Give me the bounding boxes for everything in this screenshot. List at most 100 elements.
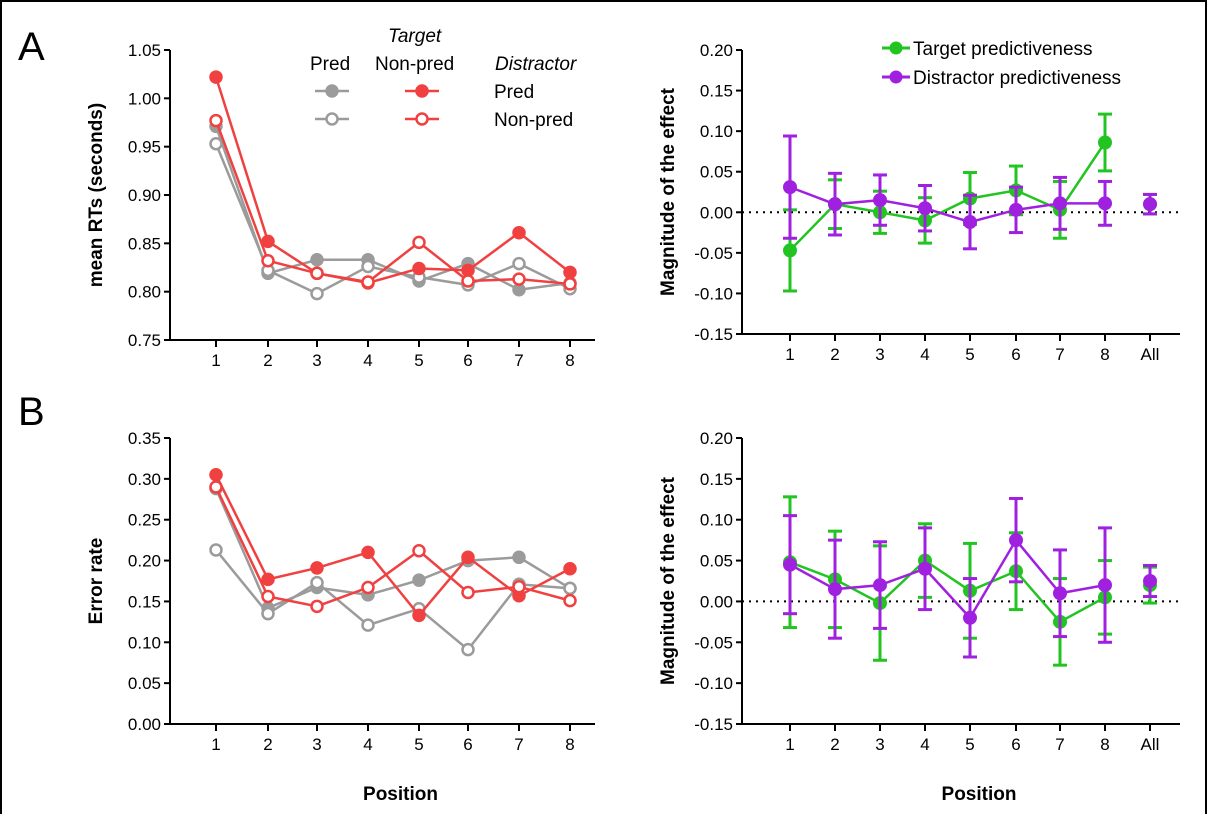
series-distractor-predictiveness — [783, 496, 1157, 659]
data-point — [361, 259, 375, 274]
legend-distractor-predictiveness: Distractor predictiveness — [913, 68, 1121, 89]
data-point — [209, 113, 223, 128]
data-point — [828, 582, 842, 597]
data-point — [783, 180, 797, 195]
y-tick-label: 0.80 — [128, 283, 161, 302]
y-tick-label: 0.15 — [128, 592, 161, 611]
y-tick-label: 0.20 — [700, 429, 733, 448]
x-tick-label: 2 — [263, 735, 272, 754]
y-tick-label: -0.05 — [694, 633, 733, 652]
x-tick-label: 7 — [1055, 345, 1064, 364]
x-tick-label: 1 — [785, 345, 794, 364]
chart-A-left: 0.75 0.80 0.85 0.90 0.95 1.00 1.05 1 2 3 4 5 6 7 8 mean… — [86, 41, 595, 370]
x-tick-label: 6 — [463, 735, 472, 754]
x-tick-label: 4 — [920, 345, 929, 364]
y-tick-label: 0.05 — [128, 674, 161, 693]
data-point — [310, 266, 324, 281]
x-tick-label: 1 — [785, 735, 794, 754]
data-point — [1009, 202, 1023, 217]
y-tick-label: 0.85 — [128, 234, 161, 253]
data-point — [261, 253, 275, 268]
x-tick-label: 4 — [363, 351, 372, 370]
chart-B-right: -0.15 -0.10 -0.05 0.00 0.05 0.10 0.15 0.20 1 2 3 4 5… — [658, 429, 1180, 805]
data-point — [873, 578, 887, 593]
y-tick-label: 0.20 — [128, 552, 161, 571]
data-point — [512, 282, 526, 297]
data-point — [512, 225, 526, 240]
data-point — [412, 261, 426, 276]
series-target-pred-distractor-nonpred — [209, 543, 577, 657]
data-point — [209, 70, 223, 84]
y-axis-label: Magnitude of the effect — [658, 476, 679, 685]
data-point — [310, 253, 324, 267]
x-tick-label: 7 — [514, 735, 523, 754]
series-target-nonpred-distractor-nonpred — [209, 113, 577, 291]
x-tick-label: 1 — [211, 735, 220, 754]
data-point — [412, 544, 426, 558]
legend-pred-pred — [315, 84, 349, 98]
data-point — [512, 272, 526, 286]
x-tick-label: 8 — [1100, 735, 1109, 754]
data-point — [1098, 578, 1112, 593]
data-point — [563, 593, 577, 608]
x-tick-label: 6 — [1011, 735, 1020, 754]
y-tick-label: 0.30 — [128, 470, 161, 489]
y-tick-label: -0.15 — [694, 715, 733, 734]
x-tick-label: 8 — [565, 351, 574, 370]
y-tick-label: 0.00 — [700, 203, 733, 222]
legend-marker — [415, 84, 429, 98]
legend-pred-nonpred — [315, 112, 349, 126]
y-tick-label: -0.15 — [694, 325, 733, 344]
data-point — [1098, 135, 1112, 150]
series-line — [789, 558, 1106, 624]
data-point — [512, 579, 526, 594]
y-tick-label: 0.75 — [128, 331, 161, 350]
x-tick-label: 3 — [875, 345, 884, 364]
legend-nonpred-nonpred — [405, 112, 439, 126]
data-point — [261, 234, 275, 249]
data-point — [563, 277, 577, 291]
series-line — [789, 537, 1106, 620]
legend-marker — [889, 70, 903, 84]
legend-distractor-pred: Pred — [494, 82, 534, 103]
data-point — [563, 265, 577, 280]
data-point — [461, 263, 475, 278]
legend-target-predictiveness: Target predictiveness — [913, 39, 1093, 60]
data-point — [412, 235, 426, 250]
series-line — [789, 141, 1107, 252]
legend-distractor-marker — [882, 70, 910, 84]
y-tick-label: 0.10 — [128, 633, 161, 652]
y-tick-label: 1.00 — [128, 89, 161, 108]
x-tick-label: 2 — [263, 351, 272, 370]
y-tick-label: 0.90 — [128, 186, 161, 205]
series-line — [214, 488, 571, 610]
data-point — [461, 274, 475, 288]
data-point — [1143, 574, 1157, 588]
x-axis-label: Position — [363, 784, 438, 805]
x-tick-label: 2 — [830, 735, 839, 754]
data-point — [361, 275, 375, 289]
data-point — [209, 543, 223, 557]
data-point — [412, 573, 426, 587]
data-point — [209, 480, 223, 494]
data-point — [783, 243, 797, 258]
y-tick-label: 0.20 — [700, 41, 733, 60]
data-point — [563, 581, 577, 596]
data-point — [873, 193, 887, 208]
y-tick-label: 0.10 — [700, 511, 733, 530]
y-tick-label: 0.15 — [700, 82, 733, 101]
legend-target-nonpred: Non-pred — [375, 54, 454, 75]
data-point — [209, 137, 223, 151]
data-point — [1053, 196, 1067, 211]
series-line — [789, 185, 1105, 224]
data-point — [512, 550, 526, 565]
data-point — [461, 550, 475, 565]
x-tick-label: 1 — [211, 351, 220, 370]
data-point — [461, 642, 475, 657]
data-point — [1053, 586, 1067, 601]
y-tick-label: 0.05 — [700, 163, 733, 182]
legend-marker — [889, 41, 903, 55]
legend-nonpred-pred — [405, 84, 439, 98]
